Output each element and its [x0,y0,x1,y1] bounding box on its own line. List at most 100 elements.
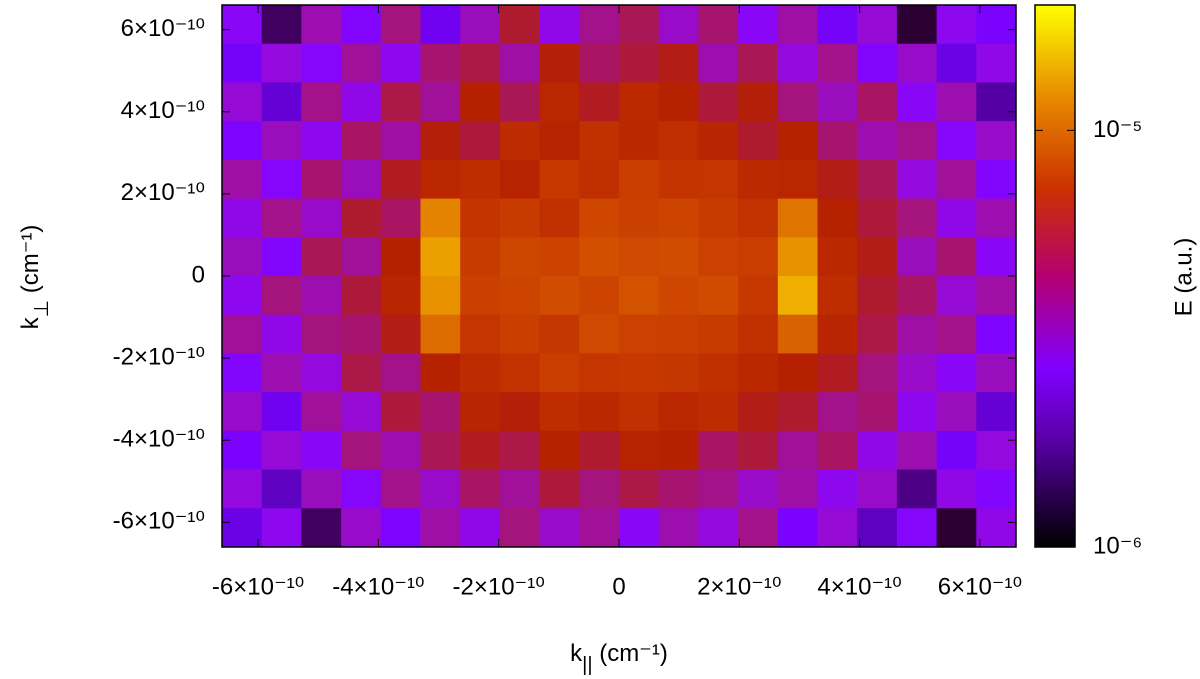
heatmap [222,5,1017,548]
heatmap-cell [499,43,541,83]
heatmap-cell [857,353,898,393]
heatmap-cell [579,159,620,200]
heatmap-cell [817,5,858,45]
heatmap-cell [857,159,898,200]
colorbar [1034,4,1076,548]
heatmap-cell [658,43,699,83]
x-tick-label: 2×10⁻¹⁰ [697,573,781,600]
heatmap-cell [420,314,461,354]
heatmap-cell [301,276,342,316]
heatmap-cell [579,430,620,471]
heatmap-cell [539,43,580,83]
heatmap-cell [261,43,302,83]
heatmap-cell [460,159,501,200]
heatmap-cell [777,353,818,393]
heatmap-cell [380,469,421,509]
heatmap-cell [539,159,580,200]
heatmap-cell [301,353,342,393]
heatmap-cell [341,159,382,200]
heatmap-cell [857,237,898,277]
heatmap-cell [420,430,461,471]
heatmap-cell [460,353,501,393]
heatmap-cell [698,276,739,316]
heatmap-cell [261,469,302,509]
heatmap-cell [380,430,421,471]
heatmap-cell [460,508,501,548]
heatmap-cell [698,314,739,354]
heatmap-cell [301,430,342,471]
heatmap-cell [420,392,461,432]
heatmap-cell [499,430,541,471]
heatmap-cell [976,82,1017,122]
heatmap-cell [857,314,898,354]
heatmap-cell [777,198,818,238]
x-tick-label: 6×10⁻¹⁰ [938,573,1022,600]
heatmap-cell [738,121,779,161]
heatmap-cell [777,469,818,509]
heatmap-cell [936,5,977,45]
heatmap-cell [857,198,898,238]
heatmap-cell [619,430,660,471]
heatmap-cell [261,82,302,122]
heatmap-cell [976,430,1017,471]
heatmap-cell [896,159,938,200]
heatmap-cell [817,121,858,161]
heatmap-cell [460,392,501,432]
heatmap-cell [976,159,1017,200]
heatmap-cell [658,159,699,200]
heatmap-cell [738,237,779,277]
heatmap-cell [222,276,263,316]
x-axis-label: k|| (cm⁻¹) [570,640,668,676]
heatmap-cell [936,392,977,432]
x-tick-label: -2×10⁻¹⁰ [453,573,545,600]
heatmap-cell [222,5,263,45]
heatmap-cell [539,392,580,432]
heatmap-cell [896,508,938,548]
heatmap-cell [222,508,263,548]
heatmap-cell [619,5,660,45]
heatmap-cell [380,353,421,393]
heatmap-cell [499,314,541,354]
heatmap-cell [261,508,302,548]
heatmap-cell [420,198,461,238]
heatmap-cell [341,5,382,45]
heatmap-cell [341,43,382,83]
heatmap-cell [420,237,461,277]
colorbar-label: E (a.u.) [1170,238,1197,317]
heatmap-cell [261,430,302,471]
heatmap-cell [936,198,977,238]
heatmap-cell [976,508,1017,548]
heatmap-cell [579,392,620,432]
heatmap-cell [420,353,461,393]
heatmap-cell [380,159,421,200]
heatmap-cell [857,121,898,161]
y-tick-label: -2×10⁻¹⁰ [113,343,205,370]
heatmap-cell [896,314,938,354]
heatmap-cell [698,43,739,83]
heatmap-cell [341,276,382,316]
heatmap-cell [619,159,660,200]
heatmap-cell [341,353,382,393]
heatmap-cell [579,353,620,393]
heatmap-cell [658,508,699,548]
heatmap-cell [777,430,818,471]
heatmap-cell [341,430,382,471]
heatmap-cell [579,198,620,238]
heatmap-cell [261,159,302,200]
heatmap-cell [499,353,541,393]
heatmap-cell [936,430,977,471]
heatmap-cell [341,392,382,432]
heatmap-cell [738,276,779,316]
heatmap-cell [936,82,977,122]
heatmap-cell [619,198,660,238]
y-label-sub: ⊥ [31,300,53,317]
heatmap-cell [738,353,779,393]
heatmap-cell [301,469,342,509]
heatmap-cell [341,82,382,122]
heatmap-cell [579,469,620,509]
heatmap-cell [380,121,421,161]
heatmap-cell [222,314,263,354]
heatmap-cell [341,508,382,548]
heatmap-cell [698,5,739,45]
